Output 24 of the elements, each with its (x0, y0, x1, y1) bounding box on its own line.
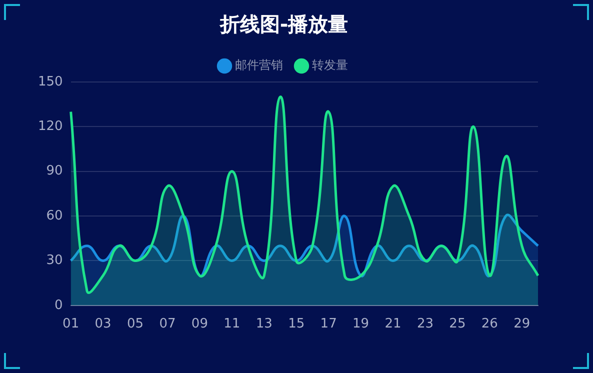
y-tick-label: 150 (38, 74, 63, 90)
x-tick-label: 09 (191, 316, 208, 332)
y-tick-label: 30 (46, 253, 63, 268)
legend-label: 邮件营销 (235, 58, 283, 72)
x-tick-label: 25 (449, 316, 466, 332)
x-tick-label: 13 (256, 316, 272, 332)
x-tick-label: 01 (62, 316, 80, 332)
legend-label: 转发量 (312, 58, 348, 72)
y-tick-label: 120 (38, 119, 63, 134)
x-tick-label: 05 (126, 316, 144, 332)
x-tick-label: 11 (224, 316, 240, 332)
x-tick-label: 29 (514, 316, 530, 332)
x-tick-label: 26 (481, 316, 498, 332)
x-tick-label: 19 (352, 316, 370, 332)
y-tick-label: 0 (54, 298, 63, 313)
x-tick-label: 23 (416, 316, 434, 332)
x-tick-label: 15 (288, 316, 305, 332)
y-tick-label: 60 (46, 208, 63, 224)
chart-title: 折线图-播放量 (218, 12, 348, 36)
x-tick-label: 17 (320, 316, 337, 332)
x-tick-label: 07 (159, 316, 176, 332)
y-tick-label: 90 (46, 164, 63, 179)
x-tick-label: 21 (384, 316, 402, 332)
x-tick-label: 03 (94, 316, 112, 332)
